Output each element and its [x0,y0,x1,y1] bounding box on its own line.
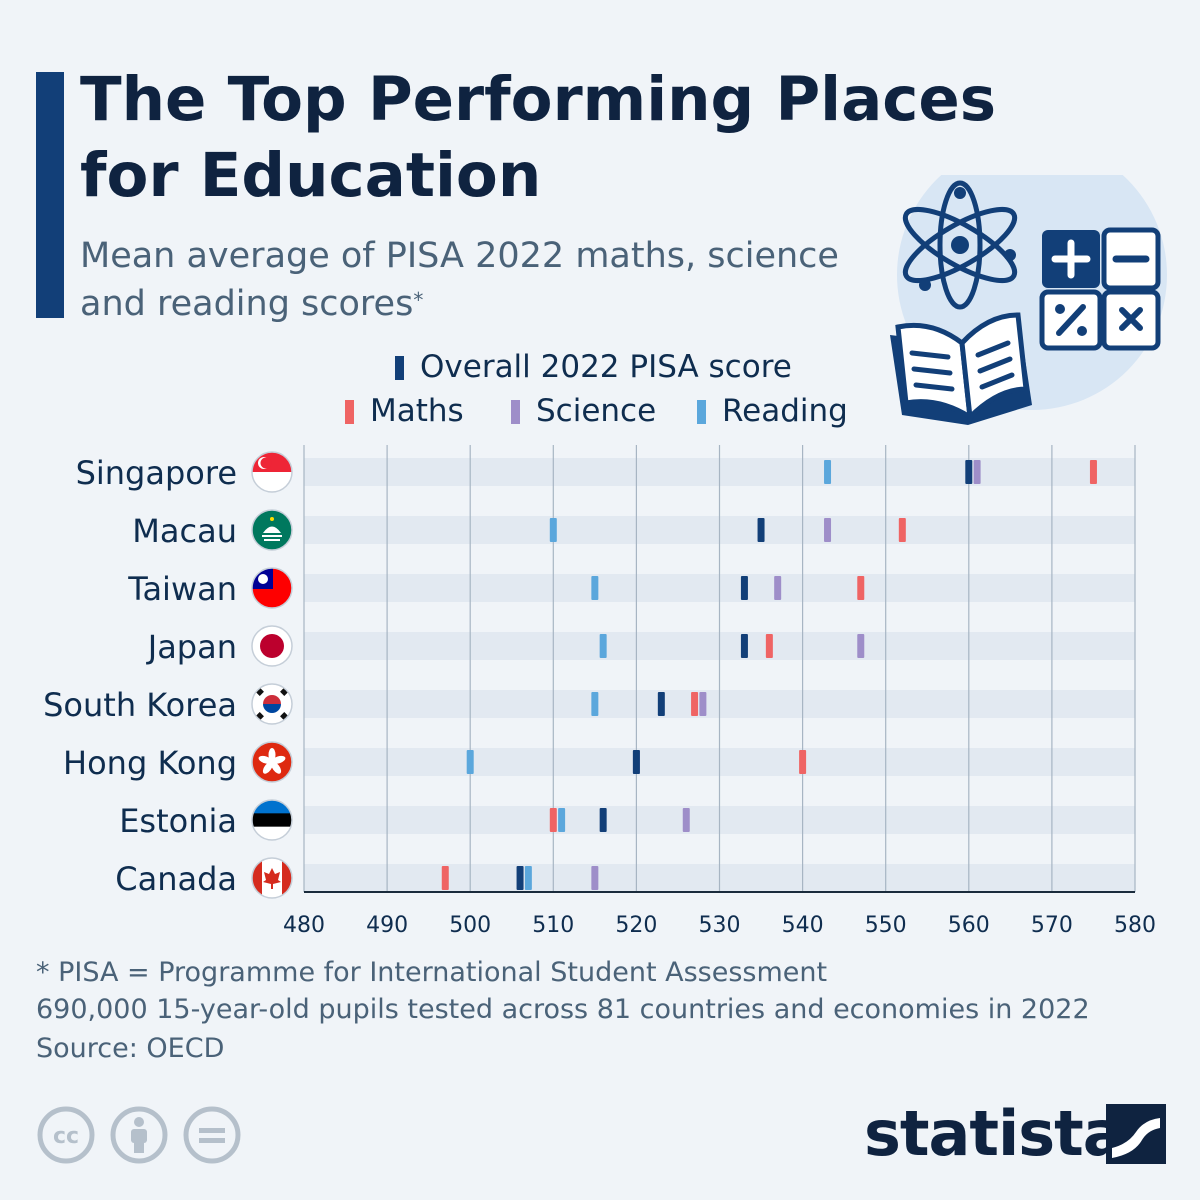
canada-flag [251,857,293,899]
marker-reading [591,576,599,600]
chart-subtitle: Mean average of PISA 2022 maths, science… [80,232,880,328]
category-label: Macau [132,512,237,550]
license-icons: cc [37,1106,241,1164]
x-tick-label: 510 [532,913,574,938]
marker-overall [632,750,640,774]
cc-icon[interactable]: cc [37,1106,95,1164]
hong-kong-flag [251,741,293,783]
marker-science [857,634,865,658]
category-label: Hong Kong [63,744,237,782]
singapore-flag [251,451,293,493]
legend-label-maths: Maths [370,393,464,429]
marker-reading [524,866,532,890]
marker-overall [965,460,973,484]
taiwan-flag [251,567,293,609]
x-tick-label: 570 [1031,913,1073,938]
estonia-flag [251,799,293,841]
legend-swatch-science [511,400,520,424]
x-tick-label: 500 [449,913,491,938]
marker-overall [740,576,748,600]
footnote-sample-size: 690,000 15-year-old pupils tested across… [36,994,1090,1025]
legend-label-reading: Reading [722,393,848,429]
marker-science [591,866,599,890]
svg-text:cc: cc [53,1124,79,1149]
marker-reading [591,692,599,716]
marker-reading [824,460,832,484]
category-label: Canada [115,860,237,898]
x-tick-label: 520 [615,913,657,938]
legend-label-overall: Overall 2022 PISA score [420,349,792,385]
category-label: Taiwan [127,570,237,608]
x-tick-label: 490 [366,913,408,938]
japan-flag [251,625,293,667]
marker-reading [549,518,557,542]
x-tick-label: 550 [865,913,907,938]
marker-maths [549,808,557,832]
marker-reading [599,634,607,658]
legend-swatch-reading [697,400,706,424]
marker-overall [740,634,748,658]
category-label: Japan [146,628,237,666]
statista-logo-icon [1106,1104,1166,1164]
marker-maths [857,576,865,600]
atom-icon [902,180,1018,310]
legend-item-reading: Reading [697,393,848,429]
subtitle-text: Mean average of PISA 2022 maths, science… [80,236,839,324]
marker-science [682,808,690,832]
marker-science [699,692,707,716]
marker-overall [657,692,665,716]
no-derivatives-icon[interactable] [183,1106,241,1164]
legend-item-maths: Maths [345,393,464,429]
footnote: * PISA = Programme for International Stu… [36,954,1090,1028]
marker-maths [898,518,906,542]
marker-overall [516,866,524,890]
category-label: Estonia [119,802,237,840]
marker-science [774,576,782,600]
marker-maths [799,750,807,774]
statista-brand[interactable]: statista [864,1098,1174,1170]
source-credit: Source: OECD [36,1033,225,1064]
marker-reading [466,750,474,774]
marker-maths [1089,460,1097,484]
x-tick-label: 580 [1114,913,1156,938]
title-accent-bar [36,72,64,318]
marker-maths [441,866,449,890]
x-tick-label: 540 [782,913,824,938]
south-korea-flag [251,683,293,725]
subtitle-footnote-mark: * [413,288,424,312]
legend-label-science: Science [536,393,657,429]
attribution-icon[interactable] [110,1106,168,1164]
footnote-pisa-definition: * PISA = Programme for International Stu… [36,957,828,988]
chart-title: The Top Performing Places for Education [80,64,997,211]
marker-science [973,460,981,484]
marker-maths [765,634,773,658]
marker-reading [558,808,566,832]
x-tick-label: 480 [283,913,325,938]
legend-swatch-overall [395,356,404,380]
category-label: Singapore [76,454,237,492]
marker-overall [599,808,607,832]
marker-overall [757,518,765,542]
marker-science [824,518,832,542]
education-illustration [890,175,1167,425]
pisa-score-chart: 480 490 500 510 520 530 540 550 560 570 580 Singapo… [43,445,1156,938]
legend-item-overall: Overall 2022 PISA score [395,349,792,385]
brand-name: statista [864,1097,1125,1170]
x-tick-label: 560 [948,913,990,938]
marker-maths [691,692,699,716]
category-label: South Korea [43,686,237,724]
x-tick-label: 530 [699,913,741,938]
macau-flag [251,509,293,551]
calculator-icon [1039,227,1161,351]
legend-item-science: Science [511,393,656,429]
legend-swatch-maths [345,400,354,424]
open-book-icon [890,312,1032,425]
